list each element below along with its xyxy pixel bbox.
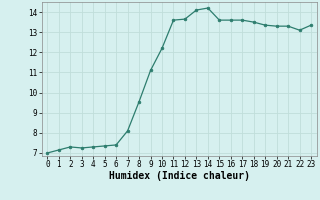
X-axis label: Humidex (Indice chaleur): Humidex (Indice chaleur) [109,171,250,181]
